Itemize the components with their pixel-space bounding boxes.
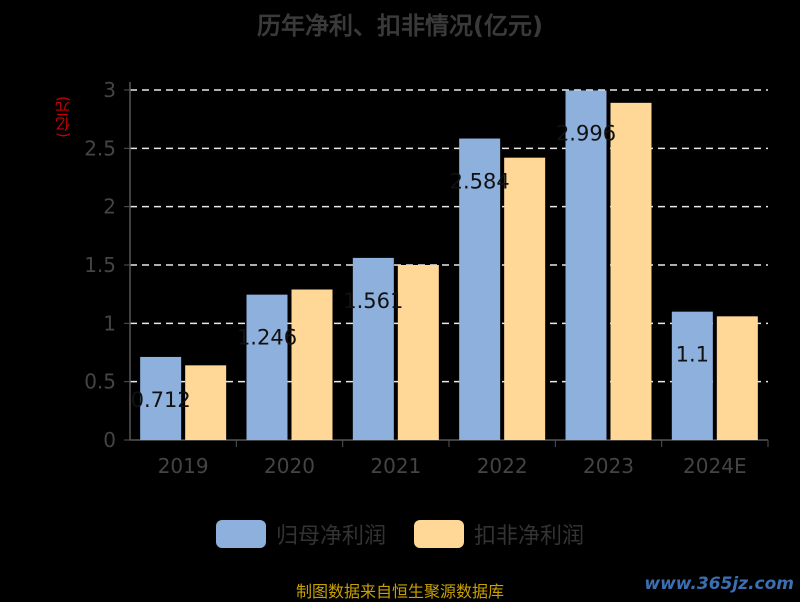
bar-1-2024E <box>671 311 713 440</box>
bar-1-2021 <box>352 257 394 440</box>
x-tick-label: 2019 <box>158 454 209 478</box>
y-tick-label: 3 <box>103 78 116 102</box>
y-tick-label: 2.5 <box>84 136 116 160</box>
data-label: 0.712 <box>131 388 191 412</box>
y-tick-label: 1 <box>103 311 116 335</box>
watermark: www.365jz.com <box>644 574 794 594</box>
bar-2-2020 <box>291 289 333 440</box>
y-tick-label: 0.5 <box>84 370 116 394</box>
bar-2-2023 <box>610 102 652 440</box>
data-label: 1.561 <box>343 289 403 313</box>
legend-swatch-series-1 <box>215 520 266 548</box>
bar-1-2023 <box>565 90 607 440</box>
x-tick-label: 2020 <box>264 454 315 478</box>
legend-item-series-2[interactable]: 扣非净利润 <box>414 518 584 550</box>
data-label: 1.1 <box>676 343 709 367</box>
x-tick-label: 2022 <box>477 454 528 478</box>
bar-2-2024E <box>716 316 758 440</box>
bar-1-2022 <box>459 138 501 441</box>
legend: 归母净利润 扣非净利润 <box>0 518 800 550</box>
bar-1-2020 <box>246 294 288 440</box>
x-tick-label: 2023 <box>583 454 634 478</box>
bar-1-2019 <box>140 356 182 440</box>
y-tick-label: 0 <box>103 428 116 452</box>
x-tick-label: 2021 <box>370 454 421 478</box>
data-source-note: 制图数据来自恒生聚源数据库 <box>295 582 504 601</box>
data-label: 1.246 <box>237 326 297 350</box>
legend-swatch-series-2 <box>414 520 464 548</box>
bar-2-2022 <box>504 157 546 440</box>
legend-label-series-1: 归母净利润 <box>275 524 386 549</box>
data-label: 2.996 <box>556 121 616 145</box>
y-tick-label: 2 <box>103 195 116 219</box>
bar-2-2019 <box>185 365 227 440</box>
legend-label-series-2: 扣非净利润 <box>474 524 585 549</box>
y-tick-label: 1.5 <box>84 253 116 277</box>
x-tick-label: 2024E <box>683 454 747 478</box>
data-label: 2.584 <box>450 170 510 194</box>
bar-2-2021 <box>397 265 439 440</box>
legend-item-series-1[interactable]: 归母净利润 <box>215 518 386 550</box>
chart-title: 历年净利、扣非情况(亿元) <box>257 12 543 40</box>
